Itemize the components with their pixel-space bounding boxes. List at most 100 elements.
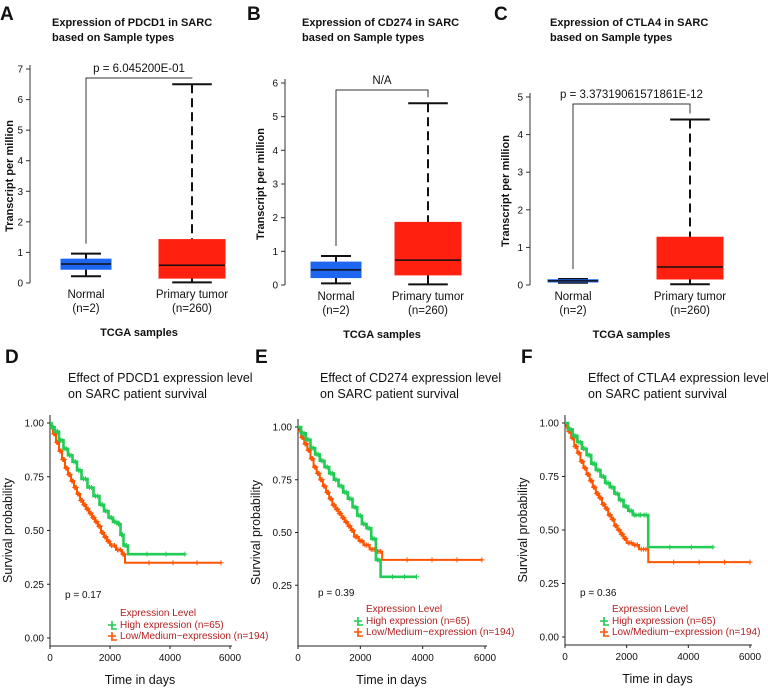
censor-mark xyxy=(59,437,65,443)
y-tick-label: 1.00 xyxy=(273,423,293,434)
censor-mark xyxy=(577,439,583,445)
censor-mark xyxy=(367,525,373,531)
censor-mark xyxy=(601,474,607,479)
panel-label: F xyxy=(521,347,533,368)
p-value: p = 0.36 xyxy=(580,588,617,599)
chart-title: Expression of CD274 in SARC xyxy=(302,17,459,29)
censor-mark xyxy=(301,430,307,436)
censor-mark xyxy=(614,491,620,497)
group-label: Normal xyxy=(317,291,354,303)
censor-mark xyxy=(611,516,617,522)
survival-curve xyxy=(565,421,713,549)
censor-mark xyxy=(335,506,341,512)
x-axis-label: Time in days xyxy=(356,673,426,687)
censor-mark xyxy=(348,496,354,502)
censor-mark xyxy=(634,542,640,548)
censor-mark xyxy=(404,557,410,563)
p-value: p = 0.17 xyxy=(65,590,102,601)
censor-mark xyxy=(401,574,407,580)
censor-mark xyxy=(344,519,350,525)
y-tick-label: 1 xyxy=(517,243,523,254)
group-n-label: (n=260) xyxy=(408,305,448,317)
y-tick-label: 5 xyxy=(272,112,278,123)
censor-mark xyxy=(329,470,335,476)
censor-mark xyxy=(67,472,73,478)
censor-mark xyxy=(83,476,88,482)
censor-mark xyxy=(347,523,353,529)
significance-bracket xyxy=(335,89,429,247)
censor-mark xyxy=(76,491,82,497)
censor-mark xyxy=(124,543,129,549)
group-n-label: (n=2) xyxy=(559,305,586,317)
censor-mark xyxy=(583,465,589,471)
y-axis-label: Survival probability xyxy=(1,477,15,583)
censor-mark xyxy=(343,489,349,495)
y-tick-label: 0.25 xyxy=(273,581,293,592)
censor-mark xyxy=(722,559,728,565)
group-n-label: (n=2) xyxy=(322,305,349,317)
x-axis-label: Time in days xyxy=(105,673,175,687)
series-high-expression xyxy=(298,425,419,580)
y-tick-label: 2 xyxy=(517,205,523,216)
censor-mark xyxy=(607,512,613,518)
y-axis-label: Survival probability xyxy=(249,479,263,585)
censor-mark xyxy=(667,544,673,550)
censor-mark xyxy=(306,437,312,443)
y-tick-label: 0.50 xyxy=(273,528,293,539)
censor-mark xyxy=(605,480,611,486)
censor-mark xyxy=(120,532,125,538)
legend-swatch xyxy=(354,628,363,637)
censor-mark xyxy=(624,503,630,509)
censor-mark xyxy=(304,441,310,447)
censor-mark xyxy=(64,446,69,452)
censor-mark xyxy=(104,508,110,514)
censor-mark xyxy=(359,538,365,544)
box-normal xyxy=(547,277,599,284)
y-tick-label: 0.75 xyxy=(540,472,560,483)
legend-title: Expression Level xyxy=(366,604,442,615)
y-tick-label: 1.00 xyxy=(540,419,560,430)
censor-mark xyxy=(610,484,616,490)
y-axis-label: Transcript per million xyxy=(4,120,16,232)
censor-mark xyxy=(587,452,593,458)
censor-mark xyxy=(601,501,607,507)
chart-subtitle: on SARC patient survival xyxy=(68,387,207,401)
censor-mark xyxy=(479,557,485,563)
legend-entry: Low/Medium−expression (n=194) xyxy=(612,627,760,638)
censor-mark xyxy=(643,546,649,552)
group-n-label: (n=2) xyxy=(72,303,99,315)
x-tick-label: 2000 xyxy=(99,653,122,664)
y-tick-label: 2 xyxy=(17,217,23,228)
chart-subtitle: based on Sample types xyxy=(550,32,672,44)
x-axis-label: TCGA samples xyxy=(100,327,178,339)
survival-curve xyxy=(50,422,221,564)
y-tick-label: 4 xyxy=(272,146,278,157)
censor-mark xyxy=(88,510,94,516)
panel-label: A xyxy=(0,4,14,25)
x-tick-label: 4000 xyxy=(677,652,700,663)
censor-mark xyxy=(97,523,103,529)
x-tick-label: 6000 xyxy=(219,653,242,664)
series-low-medium-expression xyxy=(564,422,753,565)
censor-mark xyxy=(614,523,620,529)
y-tick-label: 0.50 xyxy=(25,526,45,537)
censor-mark xyxy=(671,559,677,565)
censor-mark xyxy=(170,560,176,566)
y-tick-label: 0.25 xyxy=(540,579,560,590)
censor-mark xyxy=(329,496,335,502)
panel-E: E Effect of CD274 expression level on SARC… xyxy=(249,347,514,687)
box-tumor xyxy=(158,83,226,284)
censor-mark xyxy=(688,544,694,550)
censor-mark xyxy=(73,459,78,465)
y-tick-label: 0.50 xyxy=(540,526,560,537)
group-label: Primary tumor xyxy=(156,289,228,301)
censor-mark xyxy=(747,559,753,565)
censor-mark xyxy=(121,551,127,557)
x-tick-label: 4000 xyxy=(412,653,435,664)
censor-mark xyxy=(592,484,598,490)
chart-title: Effect of CTLA4 expression level xyxy=(588,371,768,385)
censor-mark xyxy=(338,511,344,517)
censor-mark xyxy=(617,527,623,533)
x-tick-label: 4000 xyxy=(159,653,182,664)
censor-mark xyxy=(310,456,316,462)
